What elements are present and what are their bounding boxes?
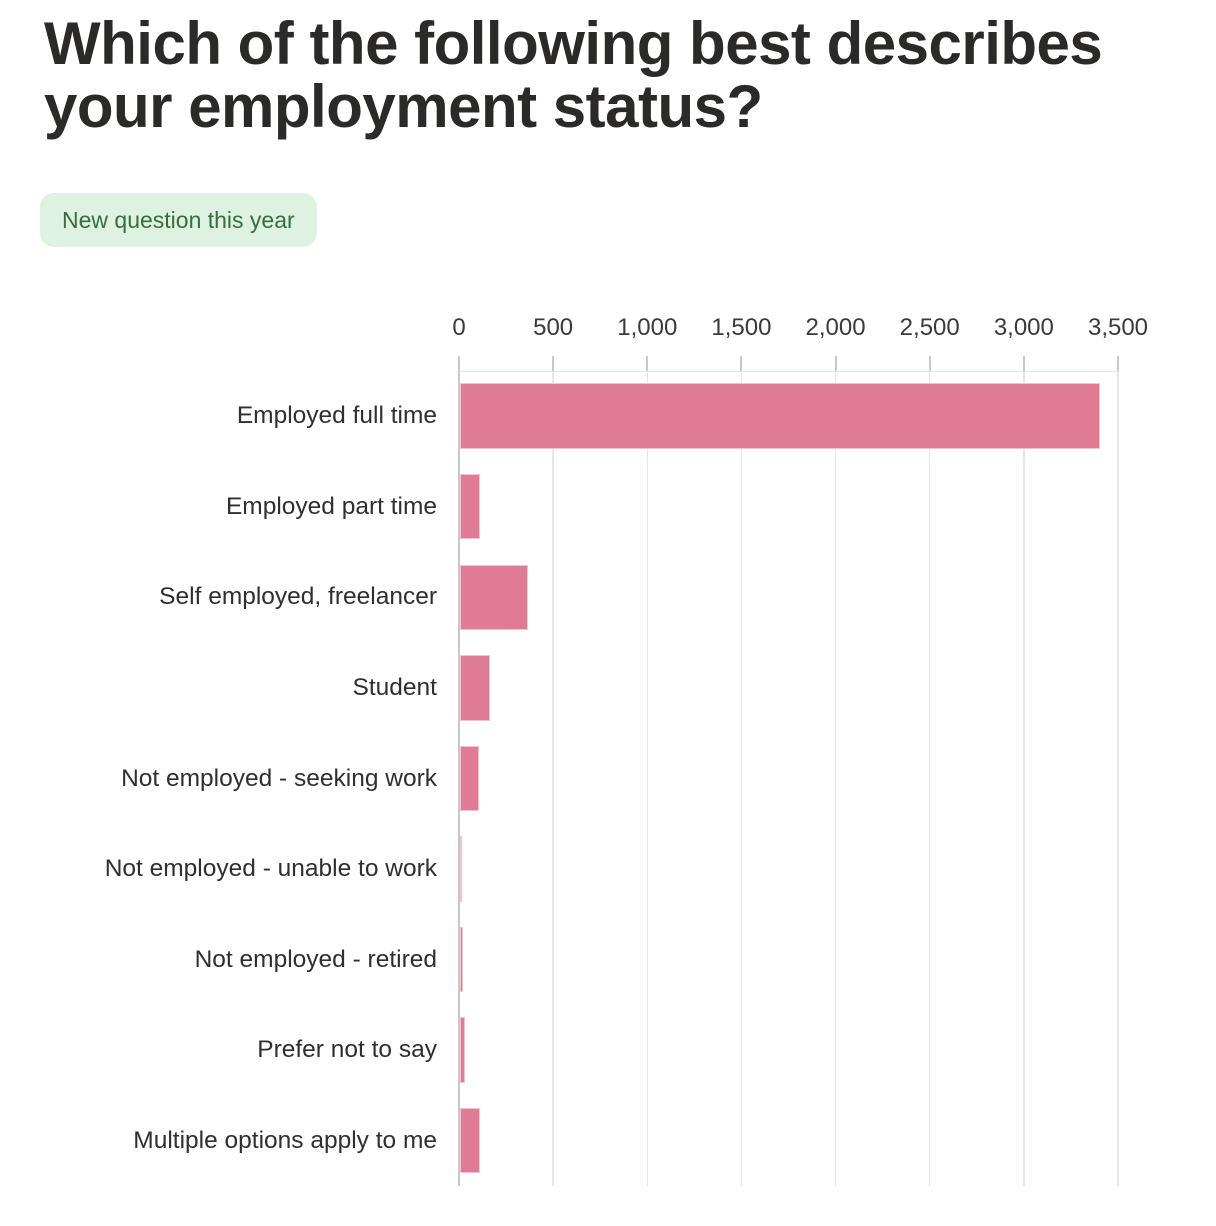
category-label-self-employed-freelancer: Self employed, freelancer — [159, 583, 437, 611]
new-question-badge: New question this year — [40, 193, 317, 247]
x-tick-mark — [458, 356, 460, 371]
gridline — [552, 371, 554, 1186]
x-tick-label: 1,000 — [617, 314, 678, 341]
gridline — [928, 371, 931, 1186]
x-tick-mark — [646, 356, 649, 371]
chart-bar-self-employed-freelancer[interactable] — [460, 564, 528, 630]
chart-bar-employed-part-time[interactable] — [460, 473, 480, 540]
x-tick-label: 2,000 — [805, 314, 866, 341]
category-label-prefer-not-to-say: Prefer not to say — [257, 1036, 437, 1064]
x-tick-mark — [1117, 356, 1119, 371]
x-tick-mark — [1022, 356, 1025, 371]
category-label-multiple-options-apply-to-me: Multiple options apply to me — [133, 1126, 437, 1154]
gridline — [1023, 371, 1025, 1186]
x-tick-label: 3,000 — [993, 314, 1054, 341]
axis-spine — [458, 371, 460, 1186]
category-label-employed-full-time: Employed full time — [236, 402, 437, 430]
x-tick-label: 0 — [452, 314, 466, 341]
gridline — [646, 371, 649, 1186]
gridline — [1117, 371, 1119, 1186]
category-label-not-employed-unable-to-work: Not employed - unable to work — [104, 855, 437, 883]
x-tick-label: 3,500 — [1087, 314, 1149, 341]
category-label-employed-part-time: Employed part time — [225, 492, 437, 520]
x-tick-mark — [928, 356, 931, 371]
x-tick-mark — [834, 356, 837, 371]
chart-bar-not-employed-seeking-work[interactable] — [460, 745, 479, 812]
x-tick-mark — [552, 356, 555, 371]
chart-bar-not-employed-retired[interactable] — [460, 926, 463, 993]
chart-bar-prefer-not-to-say[interactable] — [460, 1017, 465, 1083]
category-label-not-employed-seeking-work: Not employed - seeking work — [121, 764, 437, 792]
x-tick-mark — [740, 356, 743, 371]
category-label-student: Student — [352, 673, 437, 701]
page-title: Which of the following best describes yo… — [44, 10, 1103, 140]
chart-bar-student[interactable] — [460, 655, 491, 721]
gridline — [834, 371, 837, 1186]
category-label-not-employed-retired: Not employed - retired — [194, 945, 437, 973]
chart-bar-employed-full-time[interactable] — [460, 383, 1101, 449]
gridline — [740, 371, 743, 1186]
chart-bar-not-employed-unable-to-work[interactable] — [460, 836, 462, 902]
x-tick-label: 2,500 — [899, 314, 960, 341]
x-tick-label: 500 — [533, 314, 574, 341]
plot-top-border — [459, 370, 1119, 372]
x-tick-label: 1,500 — [711, 314, 772, 341]
chart-bar-multiple-options-apply-to-me[interactable] — [460, 1107, 480, 1174]
